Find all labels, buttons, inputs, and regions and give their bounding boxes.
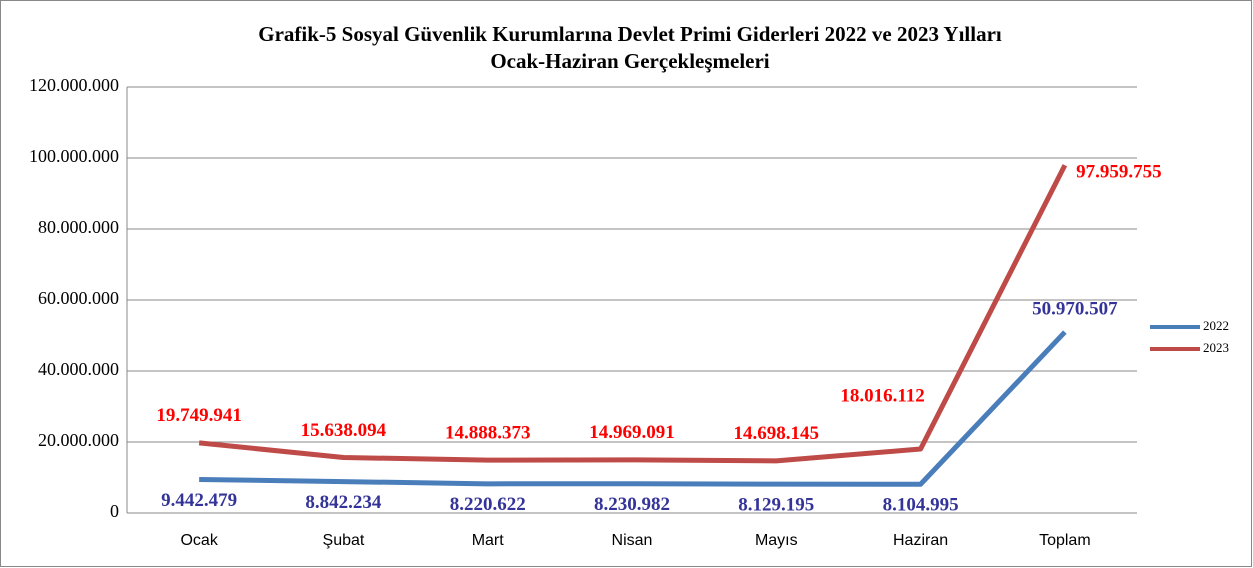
x-tick-label: Nisan [612,532,653,549]
x-tick-label: Şubat [323,532,365,549]
x-tick-label: Ocak [180,532,218,549]
y-tick-label: 100.000.000 [29,146,119,166]
chart-title: Ocak-Haziran Gerçekleşmeleri [490,49,769,73]
y-tick-label: 20.000.000 [38,430,119,450]
y-tick-label: 40.000.000 [38,359,119,379]
data-label: 8.842.234 [305,492,382,513]
x-tick-label: Toplam [1039,532,1091,549]
data-label: 8.230.982 [594,494,670,515]
data-label: 14.698.145 [734,423,820,444]
data-line [199,330,1067,487]
legend-label: 2023 [1203,340,1229,355]
y-tick-label: 0 [110,501,119,521]
data-label: 9.442.479 [161,490,237,511]
data-label: 50.970.507 [1032,298,1118,319]
x-tick-label: Mayıs [755,532,798,549]
data-label: 8.220.622 [450,494,526,515]
data-label: 15.638.094 [301,420,387,441]
data-line [198,164,1068,464]
y-tick-label: 120.000.000 [29,75,119,95]
x-tick-label: Mart [472,532,505,549]
chart-title: Grafik-5 Sosyal Güvenlik Kurumlarına Dev… [258,22,1002,46]
legend-label: 2022 [1203,318,1229,333]
data-label: 8.104.995 [883,495,959,516]
data-label: 97.959.755 [1076,162,1162,183]
y-tick-label: 60.000.000 [38,288,119,308]
x-tick-label: Haziran [893,532,948,549]
data-label: 18.016.112 [840,385,924,406]
y-tick-label: 80.000.000 [38,217,119,237]
data-label: 14.888.373 [445,423,531,444]
data-label: 19.749.941 [156,405,242,426]
data-label: 14.969.091 [589,422,675,443]
data-label: 8.129.195 [738,495,814,516]
